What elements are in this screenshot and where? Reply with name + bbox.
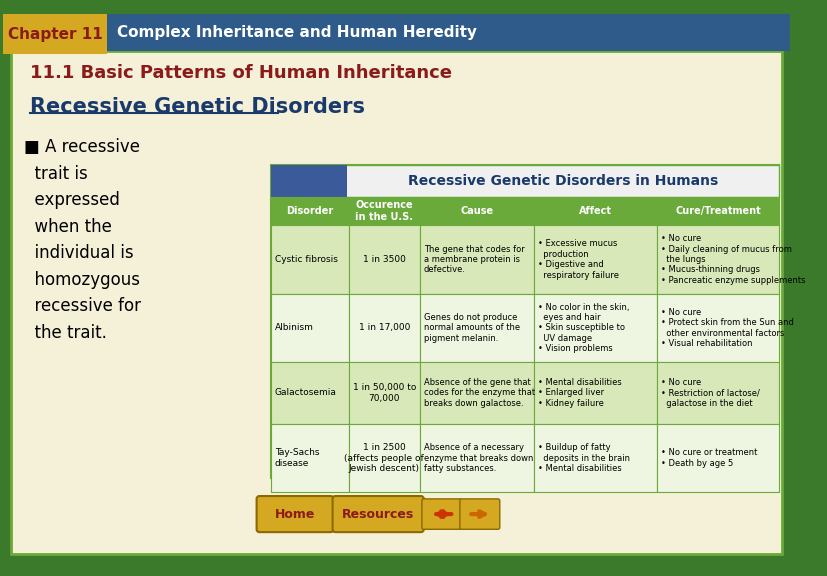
FancyBboxPatch shape (533, 294, 657, 362)
FancyBboxPatch shape (657, 197, 778, 225)
Text: • No cure or treatment
• Death by age 5: • No cure or treatment • Death by age 5 (661, 448, 757, 468)
Text: homozygous: homozygous (24, 271, 140, 289)
Text: Absence of a necessary
enzyme that breaks down
fatty substances.: Absence of a necessary enzyme that break… (423, 443, 533, 473)
Text: Occurence
in the U.S.: Occurence in the U.S. (355, 200, 413, 222)
Text: Cause: Cause (460, 206, 493, 216)
Text: • No color in the skin,
  eyes and hair
• Skin susceptible to
  UV damage
• Visi: • No color in the skin, eyes and hair • … (537, 302, 629, 353)
FancyBboxPatch shape (3, 14, 789, 562)
FancyBboxPatch shape (11, 51, 781, 554)
Text: Absence of the gene that
codes for the enzyme that
breaks down galactose.: Absence of the gene that codes for the e… (423, 378, 534, 408)
Text: Albinism: Albinism (275, 323, 313, 332)
Text: 1 in 3500: 1 in 3500 (362, 255, 405, 264)
FancyBboxPatch shape (270, 225, 348, 294)
Text: Recessive Genetic Disorders in Humans: Recessive Genetic Disorders in Humans (408, 173, 717, 188)
Text: Affect: Affect (579, 206, 611, 216)
Text: • No cure
• Daily cleaning of mucus from
  the lungs
• Mucus-thinning drugs
• Pa: • No cure • Daily cleaning of mucus from… (661, 234, 805, 285)
FancyBboxPatch shape (657, 362, 778, 424)
FancyBboxPatch shape (533, 197, 657, 225)
Text: Recessive Genetic Disorders: Recessive Genetic Disorders (30, 97, 364, 116)
FancyBboxPatch shape (419, 362, 533, 424)
FancyBboxPatch shape (270, 197, 348, 225)
Text: Resources: Resources (342, 507, 414, 521)
FancyBboxPatch shape (657, 294, 778, 362)
FancyBboxPatch shape (419, 197, 533, 225)
Text: Disorder: Disorder (286, 206, 333, 216)
Text: the trait.: the trait. (24, 324, 107, 342)
Text: trait is: trait is (24, 165, 88, 183)
FancyBboxPatch shape (348, 362, 419, 424)
Text: Complex Inheritance and Human Heredity: Complex Inheritance and Human Heredity (117, 25, 476, 40)
FancyBboxPatch shape (270, 294, 348, 362)
FancyBboxPatch shape (348, 294, 419, 362)
Text: Cystic fibrosis: Cystic fibrosis (275, 255, 337, 264)
Text: • Mental disabilities
• Enlarged liver
• Kidney failure: • Mental disabilities • Enlarged liver •… (537, 378, 621, 408)
FancyBboxPatch shape (419, 294, 533, 362)
Text: 1 in 2500
(affects people of
Jewish descent): 1 in 2500 (affects people of Jewish desc… (344, 443, 423, 473)
FancyBboxPatch shape (533, 424, 657, 492)
FancyBboxPatch shape (422, 499, 461, 529)
FancyBboxPatch shape (348, 197, 419, 225)
Text: ■ A recessive: ■ A recessive (24, 138, 140, 156)
Text: individual is: individual is (24, 244, 133, 262)
Text: Genes do not produce
normal amounts of the
pigment melanin.: Genes do not produce normal amounts of t… (423, 313, 519, 343)
FancyBboxPatch shape (533, 362, 657, 424)
FancyBboxPatch shape (348, 225, 419, 294)
FancyBboxPatch shape (270, 424, 348, 492)
FancyBboxPatch shape (657, 225, 778, 294)
Text: • Buildup of fatty
  deposits in the brain
• Mental disabilities: • Buildup of fatty deposits in the brain… (537, 443, 629, 473)
Text: The gene that codes for
a membrane protein is
defective.: The gene that codes for a membrane prote… (423, 245, 523, 274)
FancyBboxPatch shape (533, 225, 657, 294)
Text: • No cure
• Protect skin from the Sun and
  other environmental factors
• Visual: • No cure • Protect skin from the Sun an… (661, 308, 793, 348)
FancyBboxPatch shape (3, 14, 108, 54)
FancyBboxPatch shape (419, 424, 533, 492)
Text: • Excessive mucus
  production
• Digestive and
  respiratory failure: • Excessive mucus production • Digestive… (537, 240, 618, 279)
FancyBboxPatch shape (270, 165, 778, 478)
FancyBboxPatch shape (270, 362, 348, 424)
Text: Home: Home (275, 507, 315, 521)
FancyBboxPatch shape (419, 225, 533, 294)
Text: 1 in 50,000 to
70,000: 1 in 50,000 to 70,000 (352, 383, 415, 403)
Text: recessive for: recessive for (24, 297, 141, 316)
Text: Tay-Sachs
disease: Tay-Sachs disease (275, 448, 318, 468)
FancyBboxPatch shape (332, 496, 423, 532)
FancyBboxPatch shape (657, 424, 778, 492)
Text: Cure/Treatment: Cure/Treatment (675, 206, 760, 216)
Text: 1 in 17,000: 1 in 17,000 (358, 323, 409, 332)
Text: when the: when the (24, 218, 112, 236)
Text: expressed: expressed (24, 191, 120, 209)
FancyBboxPatch shape (3, 14, 789, 51)
Text: Galactosemia: Galactosemia (275, 388, 336, 397)
FancyBboxPatch shape (256, 496, 333, 532)
FancyBboxPatch shape (270, 165, 347, 197)
Text: • No cure
• Restriction of lactose/
  galactose in the diet: • No cure • Restriction of lactose/ gala… (661, 378, 759, 408)
Text: 11.1 Basic Patterns of Human Inheritance: 11.1 Basic Patterns of Human Inheritance (30, 65, 451, 82)
FancyBboxPatch shape (348, 424, 419, 492)
FancyBboxPatch shape (459, 499, 500, 529)
Text: Chapter 11: Chapter 11 (7, 27, 103, 42)
FancyBboxPatch shape (270, 165, 778, 197)
